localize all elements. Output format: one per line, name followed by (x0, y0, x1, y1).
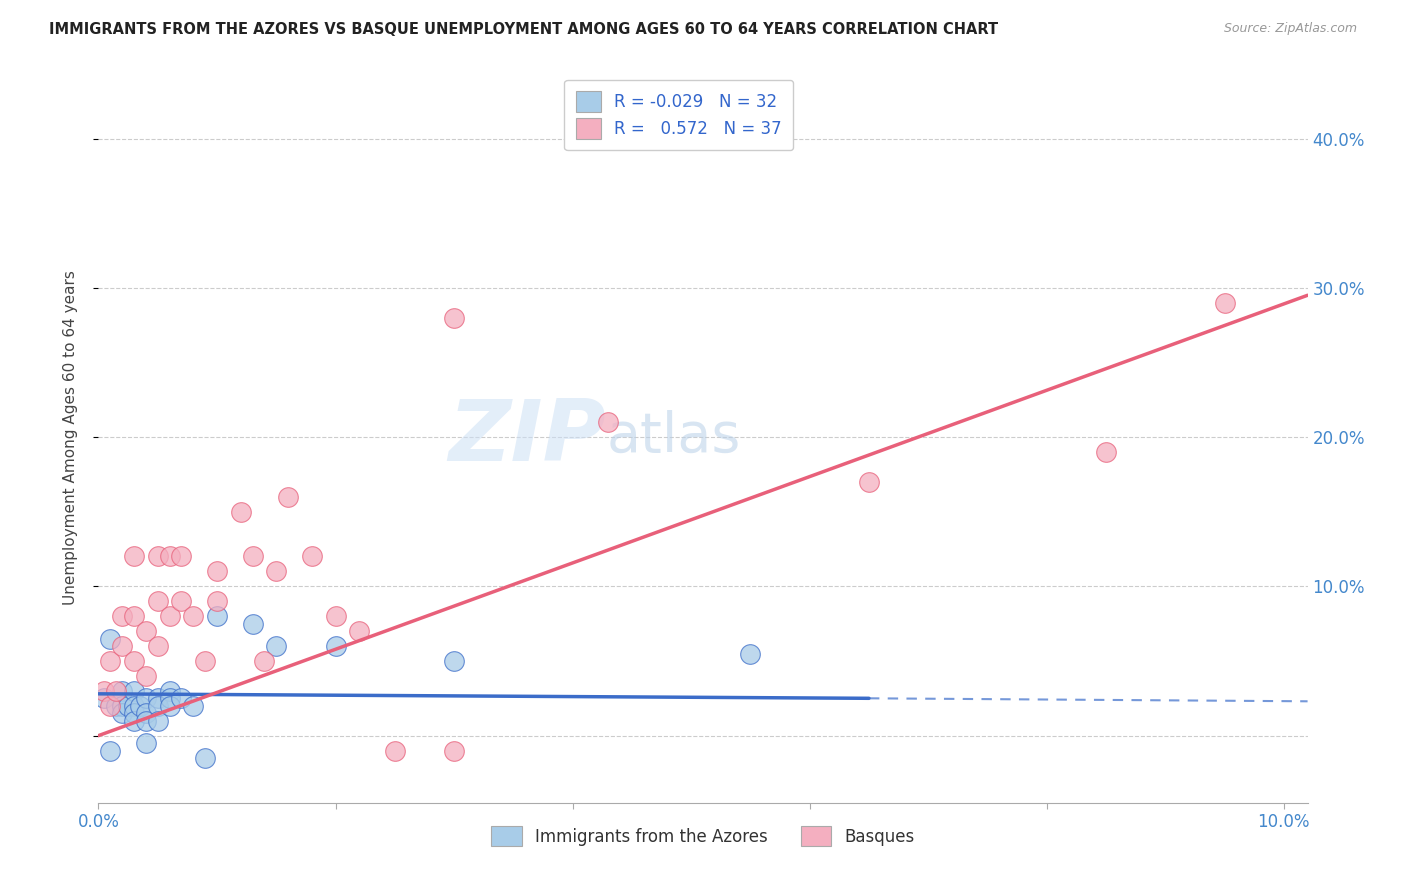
Point (443, 654, 465, 668)
Text: atlas: atlas (606, 410, 741, 464)
Point (122, 698, 145, 713)
Point (111, 683, 134, 698)
Point (264, 639, 287, 653)
Point (135, 736, 157, 750)
Point (105, 698, 128, 713)
Point (122, 654, 145, 668)
Point (159, 609, 181, 624)
Point (325, 609, 347, 624)
Point (598, 415, 620, 429)
Point (242, 549, 264, 564)
Point (253, 654, 276, 668)
Point (740, 647, 762, 661)
Point (146, 698, 169, 713)
Point (93, 683, 115, 698)
Point (443, 310, 465, 325)
Point (135, 669, 157, 683)
Point (443, 743, 465, 757)
Point (135, 624, 157, 639)
Point (194, 654, 217, 668)
Point (146, 594, 169, 608)
Point (205, 594, 228, 608)
Point (181, 609, 204, 624)
Point (1095, 445, 1118, 459)
Point (122, 683, 145, 698)
Text: ZIP: ZIP (449, 395, 606, 479)
Point (858, 475, 880, 489)
Point (129, 698, 152, 713)
Point (122, 714, 145, 728)
Point (194, 751, 217, 765)
Point (170, 691, 193, 706)
Legend: Immigrants from the Azores, Basques: Immigrants from the Azores, Basques (485, 820, 921, 853)
Point (98, 654, 121, 668)
Point (93, 691, 115, 706)
Point (146, 549, 169, 564)
Point (122, 609, 145, 624)
Point (347, 624, 370, 639)
Point (111, 609, 134, 624)
Point (384, 743, 406, 757)
Point (205, 609, 228, 624)
Point (159, 691, 181, 706)
Y-axis label: Unemployment Among Ages 60 to 64 years: Unemployment Among Ages 60 to 64 years (63, 269, 77, 605)
Point (111, 706, 134, 721)
Point (98, 698, 121, 713)
Point (135, 714, 157, 728)
Point (98, 743, 121, 757)
Point (111, 639, 134, 653)
Point (170, 549, 193, 564)
Point (98, 632, 121, 646)
Point (325, 639, 347, 653)
Point (159, 698, 181, 713)
Point (242, 616, 264, 631)
Point (181, 698, 204, 713)
Point (205, 565, 228, 579)
Point (301, 549, 323, 564)
Point (146, 691, 169, 706)
Point (117, 698, 139, 713)
Point (170, 594, 193, 608)
Point (159, 549, 181, 564)
Text: Source: ZipAtlas.com: Source: ZipAtlas.com (1223, 22, 1357, 36)
Text: IMMIGRANTS FROM THE AZORES VS BASQUE UNEMPLOYMENT AMONG AGES 60 TO 64 YEARS CORR: IMMIGRANTS FROM THE AZORES VS BASQUE UNE… (49, 22, 998, 37)
Point (135, 706, 157, 721)
Point (146, 714, 169, 728)
Point (264, 565, 287, 579)
Point (122, 549, 145, 564)
Point (229, 505, 252, 519)
Point (146, 639, 169, 653)
Point (135, 691, 157, 706)
Point (105, 683, 128, 698)
Point (277, 490, 299, 504)
Point (1213, 295, 1236, 310)
Point (159, 683, 181, 698)
Point (122, 706, 145, 721)
Point (111, 698, 134, 713)
